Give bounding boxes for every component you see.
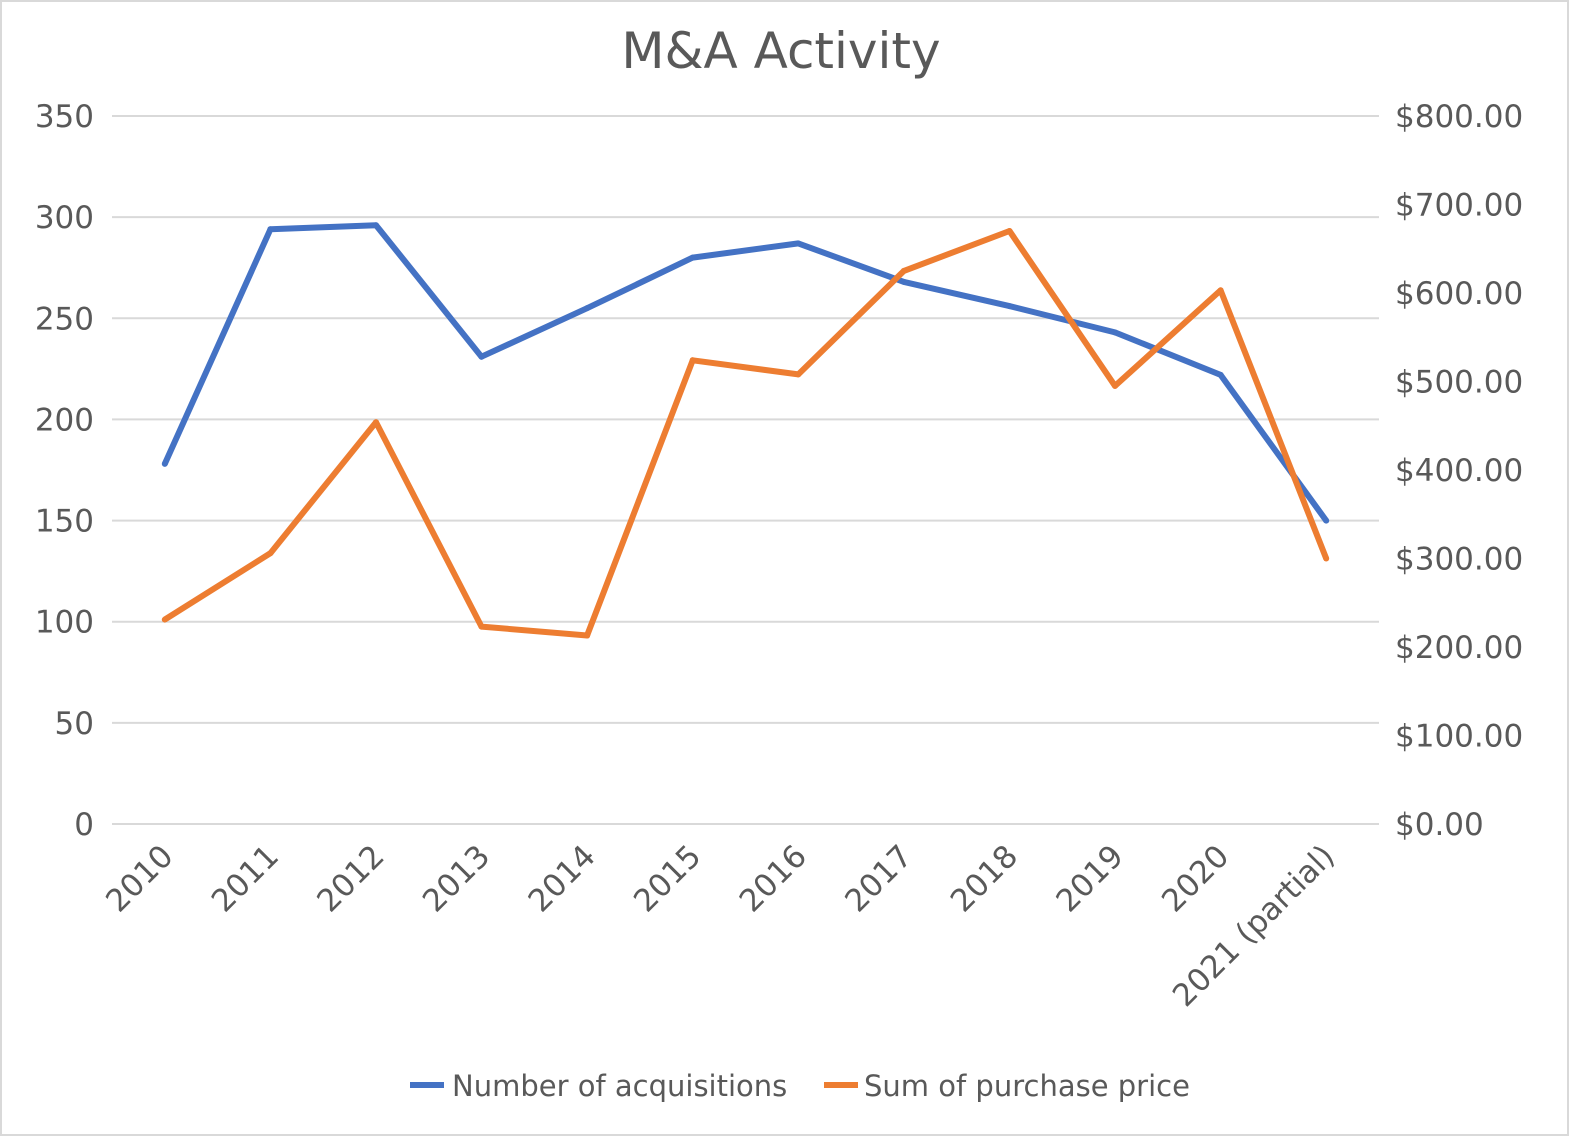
right-y-tick-label: $400.00 <box>1395 453 1523 489</box>
data-point <box>1006 228 1013 235</box>
left-y-tick-label: 350 <box>35 99 94 135</box>
data-point <box>372 419 379 426</box>
x-axis: 2010 2011 2012 2013 2014 2015 2016 2017 2018 2019… <box>99 838 1342 1014</box>
x-tick-label: 2016 <box>733 838 814 919</box>
data-point <box>478 623 485 630</box>
right-y-tick-label: $100.00 <box>1395 719 1523 755</box>
left-y-tick-label: 50 <box>55 706 94 742</box>
left-y-tick-label: 0 <box>74 807 94 843</box>
x-tick-label: 2019 <box>1049 838 1130 919</box>
right-y-tick-label: $0.00 <box>1395 807 1484 843</box>
data-point <box>1112 329 1119 336</box>
legend: Number of acquisitions Sum of purchase pr… <box>410 1069 1190 1103</box>
x-tick-label: 2015 <box>627 838 708 919</box>
gridlines <box>112 115 1379 825</box>
data-point <box>795 240 802 247</box>
data-point <box>900 267 907 274</box>
x-tick-label: 2013 <box>416 838 497 919</box>
right-y-tick-label: $600.00 <box>1395 276 1523 312</box>
data-point <box>584 632 591 639</box>
x-tick-label: 2017 <box>838 838 919 919</box>
x-tick-label: 2014 <box>522 838 603 919</box>
data-point <box>478 353 485 360</box>
x-tick-label: 2011 <box>205 838 286 919</box>
data-point <box>584 305 591 312</box>
left-y-tick-label: 250 <box>35 301 94 337</box>
left-y-tick-label: 100 <box>35 605 94 641</box>
series-line-purchase-price <box>163 228 1329 639</box>
right-y-tick-label: $300.00 <box>1395 542 1523 578</box>
x-tick-label: 2012 <box>310 838 391 919</box>
series-lines <box>161 222 1330 639</box>
data-point <box>161 616 168 623</box>
x-tick-label: 2018 <box>944 838 1025 919</box>
right-y-tick-label: $700.00 <box>1395 188 1523 224</box>
right-y-tick-label: $200.00 <box>1395 630 1523 666</box>
left-y-tick-label: 200 <box>35 402 94 438</box>
data-point <box>372 222 379 229</box>
chart-title: M&A Activity <box>621 22 940 80</box>
left-y-axis: 0 50 100 150 200 250 300 350 <box>35 99 94 843</box>
legend-label-acquisitions: Number of acquisitions <box>452 1069 787 1103</box>
data-point <box>689 357 696 364</box>
data-point <box>1323 517 1330 524</box>
left-y-tick-label: 300 <box>35 200 94 236</box>
right-y-axis: $0.00 $100.00 $200.00 $300.00 $400.00 $500.00… <box>1395 99 1523 843</box>
data-point <box>1323 555 1330 562</box>
legend-label-purchase-price: Sum of purchase price <box>864 1069 1190 1103</box>
data-point <box>1112 382 1119 389</box>
data-point <box>267 226 274 233</box>
left-y-tick-label: 150 <box>35 504 94 540</box>
data-point <box>689 254 696 261</box>
data-point <box>161 460 168 467</box>
data-point <box>1217 287 1224 294</box>
right-y-tick-label: $800.00 <box>1395 99 1523 135</box>
data-point <box>795 371 802 378</box>
data-point <box>267 550 274 557</box>
data-point <box>900 278 907 285</box>
data-point <box>1217 371 1224 378</box>
right-y-tick-label: $500.00 <box>1395 365 1523 401</box>
x-tick-label: 2010 <box>99 838 180 919</box>
series-line-acquisitions <box>162 222 1329 523</box>
data-point <box>1006 303 1013 310</box>
x-tick-label: 2020 <box>1155 838 1236 919</box>
